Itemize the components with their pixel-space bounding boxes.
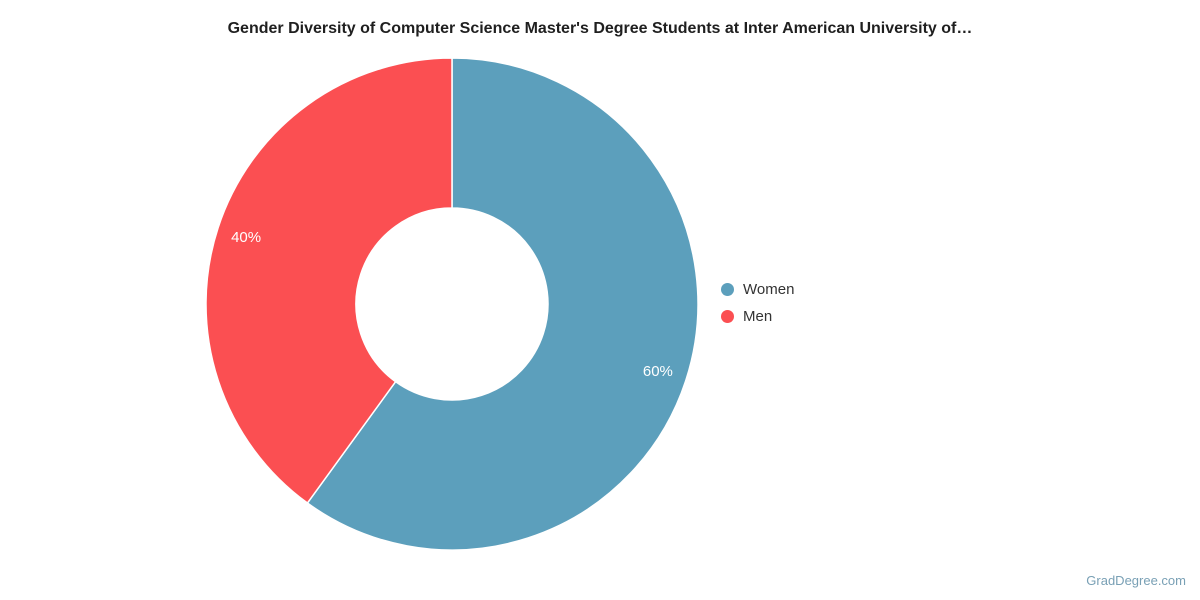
legend-item-men[interactable]: Men <box>721 305 794 327</box>
chart-title: Gender Diversity of Computer Science Mas… <box>227 20 973 37</box>
slice-label-men: 40% <box>231 229 261 246</box>
legend-label-men: Men <box>743 307 773 325</box>
watermark-link[interactable]: GradDegree.com <box>1086 573 1186 588</box>
slice-women[interactable] <box>306 57 699 551</box>
legend-marker-women-icon <box>721 282 734 296</box>
legend: Women Men <box>721 278 794 327</box>
legend-item-women[interactable]: Women <box>721 278 794 300</box>
slice-label-women: 60% <box>643 363 673 380</box>
slice-men[interactable] <box>205 57 453 504</box>
legend-marker-men-icon <box>721 309 734 323</box>
legend-label-women: Women <box>743 280 795 298</box>
